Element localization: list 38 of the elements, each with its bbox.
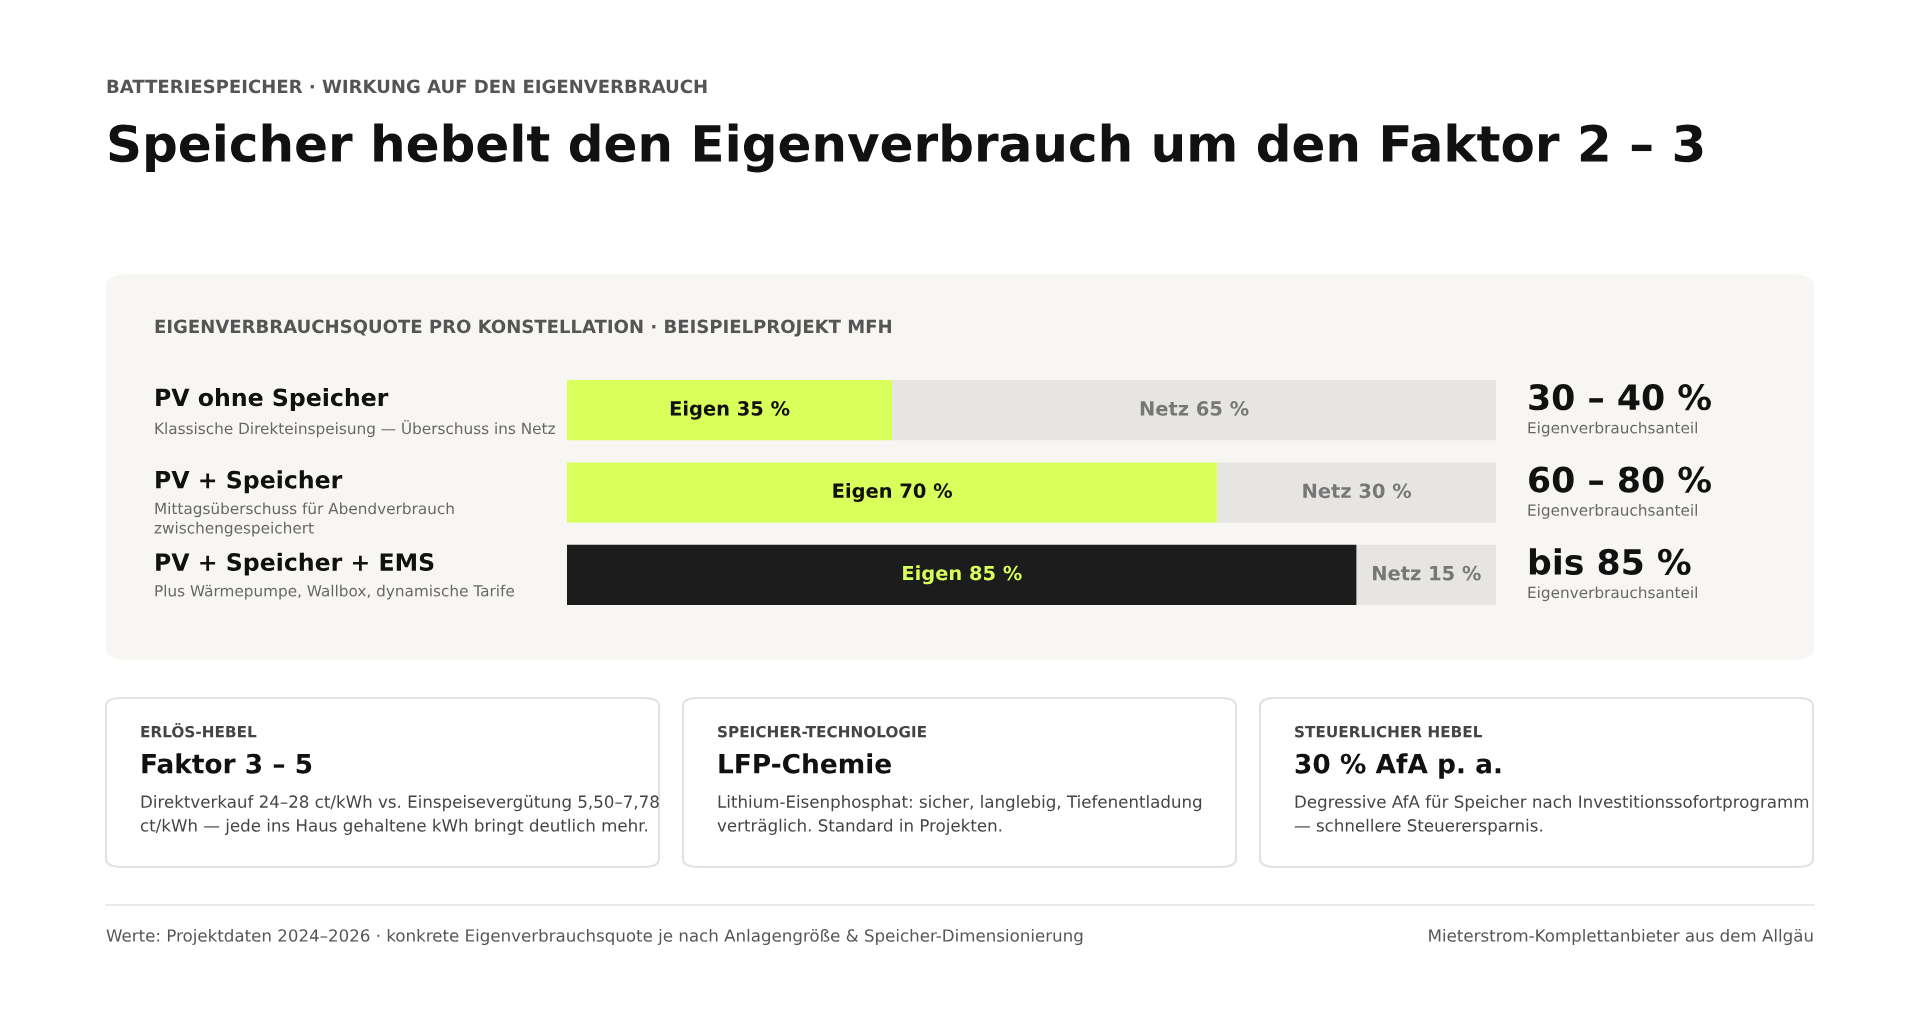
- text: Eigenverbrauchsanteil: [1528, 504, 1697, 519]
- text: Klassische Direkteinspeisung — Überschuss ins Netz: [155, 420, 555, 438]
- text: STEUERLICHER HEBEL: [1295, 725, 1483, 738]
- bar: [567, 380, 893, 441]
- data-label: Netz 65 %: [1140, 401, 1249, 416]
- text: bis 85 %: [1529, 548, 1691, 576]
- text: Werte: Projektdaten 2024–2026 · konkrete Eigenverbrauchsquote je nach Anlagengröße & Speicher-Dimensionierung: [106, 928, 1083, 946]
- text: 30 – 40 %: [1529, 384, 1711, 411]
- data-label: Netz 30 %: [1303, 483, 1412, 499]
- text: ERLÖS-HEBEL: [141, 723, 257, 738]
- bar: [567, 462, 1218, 523]
- bar: [1356, 544, 1496, 605]
- text: 30 % AfA p. a.: [1295, 753, 1501, 779]
- text: BATTERIESPEICHER · WIRKUNG AUF DEN EIGENVERBRAUCH: [107, 79, 707, 94]
- text: Mieterstrom-Komplettanbieter aus dem Allgäu: [1429, 928, 1813, 946]
- text: Degressive AfA für Speicher nach Investitionssofortprogramm — schnellere Steuerersparnis.: [1294, 795, 1809, 835]
- text: Faktor 3 – 5: [142, 753, 312, 774]
- data-label: Eigen 85 %: [903, 565, 1022, 585]
- y-tick-label: PV ohne Speicher: [156, 388, 389, 411]
- text: Eigenverbrauchsanteil: [1528, 421, 1697, 437]
- text: Mittagsüberschuss für Abendverbrauch zwischengespeichert: [154, 502, 454, 537]
- y-tick-label: PV + Speicher + EMS: [156, 552, 434, 576]
- data-label: Netz 15 %: [1373, 565, 1481, 581]
- text: LFP-Chemie: [719, 753, 891, 774]
- text: SPEICHER-TECHNOLOGIE: [718, 725, 926, 738]
- text: 60 – 80 %: [1529, 466, 1711, 493]
- bar: [892, 380, 1496, 441]
- data-label: Eigen 35 %: [670, 400, 790, 420]
- text: Eigenverbrauchsanteil: [1528, 586, 1697, 602]
- text: Lithium-Eisenphosphat: sicher, langlebig, Tiefenentladung verträglich. Standard in Projekten.: [717, 795, 1202, 835]
- bar: [567, 544, 1357, 605]
- text: Plus Wärmepumpe, Wallbox, dynamische Tarife: [155, 584, 514, 600]
- data-label: Eigen 70 %: [833, 483, 953, 502]
- text: EIGENVERBRAUCHSQUOTE PRO KONSTELLATION · BEISPIELPROJEKT MFH: [155, 319, 891, 337]
- chart-title: Speicher hebelt den Eigenverbrauch um den Faktor 2 – 3: [109, 123, 1703, 173]
- y-tick-label: PV + Speicher: [156, 470, 343, 494]
- text: Direktverkauf 24–28 ct/kWh vs. Einspeisevergütung 5,50–7,78 ct/kWh — jede ins Haus gehaltene kWh bringt deutlich mehr.: [140, 795, 659, 835]
- bar: [1217, 462, 1496, 523]
